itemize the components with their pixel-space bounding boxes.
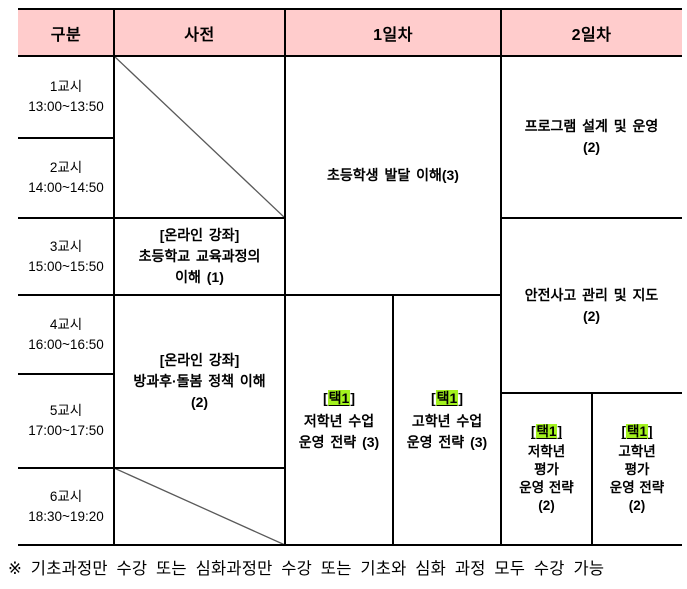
day2-safety-line2: (2)	[582, 307, 601, 324]
grid-line	[501, 217, 682, 219]
day1-development-text: 초등학생 발달 이해(3)	[327, 167, 459, 183]
period-4-time: 16:00~16:50	[28, 336, 104, 352]
choice-bracket-open: [	[531, 424, 536, 440]
grid-line	[18, 8, 682, 10]
day2-low-line4: (2)	[538, 497, 555, 513]
online-course-2-line1: 방과후·돌봄 정책 이해	[133, 373, 266, 389]
period-cell-6: 6교시 18:30~19:20	[18, 468, 114, 545]
period-5-time: 17:00~17:50	[28, 423, 104, 438]
header-label-day1: 1일차	[373, 27, 413, 44]
pre-online-course-2-cell: [온라인 강좌] 방과후·돌봄 정책 이해 (2)	[114, 295, 285, 468]
choice-bracket-close: ]	[350, 389, 355, 406]
day2-low-line1: 저학년	[527, 444, 566, 460]
header-label-category: 구분	[50, 27, 82, 44]
header-label-day2: 2일차	[571, 27, 612, 44]
period-cell-5: 5교시 17:00~17:50	[18, 374, 114, 468]
period-5-label: 5교시	[49, 403, 83, 419]
pre-empty-cell-top	[114, 56, 285, 218]
period-1-time: 13:00~13:50	[28, 99, 104, 114]
grid-line	[18, 544, 682, 546]
grid-line	[18, 55, 682, 57]
choice-label: 택1	[435, 389, 459, 406]
online-course-1-line1: 초등학교 교육과정의	[138, 248, 261, 264]
online-course-2-tag: [온라인 강좌]	[159, 352, 240, 368]
day2-low-line3: 운영 전략	[519, 479, 574, 495]
day2-high-grade-eval-cell: [택1] 고학년 평가 운영 전략 (2)	[592, 393, 682, 545]
choice-bracket-open: [	[322, 389, 328, 406]
period-cell-2: 2교시 14:00~14:50	[18, 138, 114, 218]
day1-low-line1: 저학년 수업	[303, 412, 375, 429]
grid-line	[392, 294, 394, 546]
grid-line	[500, 8, 502, 546]
choice-badge: [택1]	[621, 423, 653, 441]
choice-label: 택1	[535, 424, 558, 440]
day2-program-line1: 프로그램 설계 및 운영	[524, 118, 659, 134]
day1-high-line1: 고학년 수업	[411, 412, 483, 429]
period-6-label: 6교시	[49, 488, 83, 504]
diagonal-line-icon	[114, 468, 285, 545]
choice-badge: [택1]	[431, 388, 463, 409]
pre-online-course-1-cell: [온라인 강좌] 초등학교 교육과정의 이해 (1)	[114, 218, 285, 295]
choice-badge: [택1]	[531, 423, 562, 441]
day2-program-line2: (2)	[582, 139, 601, 155]
grid-line	[18, 467, 285, 469]
period-2-label: 2교시	[49, 160, 83, 176]
period-cell-4: 4교시 16:00~16:50	[18, 295, 114, 374]
period-1-label: 1교시	[49, 79, 83, 95]
day1-low-line2: 운영 전략 (3)	[298, 433, 380, 450]
period-cell-1: 1교시 13:00~13:50	[18, 56, 114, 138]
choice-bracket-open: [	[621, 424, 627, 440]
day2-safety-cell: 안전사고 관리 및 지도 (2)	[501, 218, 682, 393]
period-6-time: 18:30~19:20	[28, 508, 104, 524]
header-cell-category: 구분	[18, 10, 114, 56]
choice-bracket-close: ]	[458, 389, 463, 406]
choice-badge: [택1]	[323, 388, 355, 409]
online-course-1-line2: 이해 (1)	[175, 269, 224, 285]
grid-line	[18, 137, 114, 139]
grid-line	[591, 392, 593, 546]
day2-high-line1: 고학년	[618, 444, 656, 460]
grid-line	[284, 8, 286, 546]
header-cell-pre: 사전	[114, 10, 285, 56]
day1-development-cell: 초등학생 발달 이해(3)	[285, 56, 501, 295]
period-2-time: 14:00~14:50	[28, 180, 104, 195]
period-3-time: 15:00~15:50	[28, 258, 104, 274]
header-cell-day2: 2일차	[501, 10, 682, 56]
day1-low-grade-cell: [택1] 저학년 수업 운영 전략 (3)	[285, 295, 393, 545]
day2-low-line2: 평가	[534, 462, 559, 478]
diagonal-line-icon	[114, 56, 285, 218]
day2-low-grade-eval-cell: [택1] 저학년 평가 운영 전략 (2)	[501, 393, 592, 545]
day1-high-grade-cell: [택1] 고학년 수업 운영 전략 (3)	[393, 295, 501, 545]
day2-high-line2: 평가	[624, 462, 650, 478]
grid-line	[18, 217, 285, 219]
header-cell-day1: 1일차	[285, 10, 501, 56]
grid-line	[18, 294, 501, 296]
day2-program-cell: 프로그램 설계 및 운영 (2)	[501, 56, 682, 218]
choice-bracket-open: [	[430, 389, 436, 406]
pre-empty-cell-bottom	[114, 468, 285, 545]
choice-label: 택1	[626, 424, 648, 440]
period-4-label: 4교시	[49, 316, 83, 332]
grid-line	[18, 373, 114, 375]
online-course-2-line2: (2)	[190, 394, 209, 410]
period-cell-3: 3교시 15:00~15:50	[18, 218, 114, 295]
day1-high-line2: 운영 전략 (3)	[406, 433, 488, 450]
choice-label: 택1	[327, 389, 351, 406]
grid-line	[113, 8, 115, 546]
period-3-label: 3교시	[49, 238, 83, 254]
choice-bracket-close: ]	[557, 424, 562, 440]
day2-safety-line1: 안전사고 관리 및 지도	[524, 286, 659, 303]
header-label-pre: 사전	[184, 27, 215, 44]
day2-high-line4: (2)	[628, 497, 646, 513]
online-course-1-tag: [온라인 강좌]	[159, 227, 240, 243]
choice-bracket-close: ]	[647, 424, 653, 440]
footnote: ※ 기초과정만 수강 또는 심화과정만 수강 또는 기초와 심화 과정 모두 수…	[8, 560, 605, 578]
day2-high-line3: 운영 전략	[609, 479, 665, 495]
